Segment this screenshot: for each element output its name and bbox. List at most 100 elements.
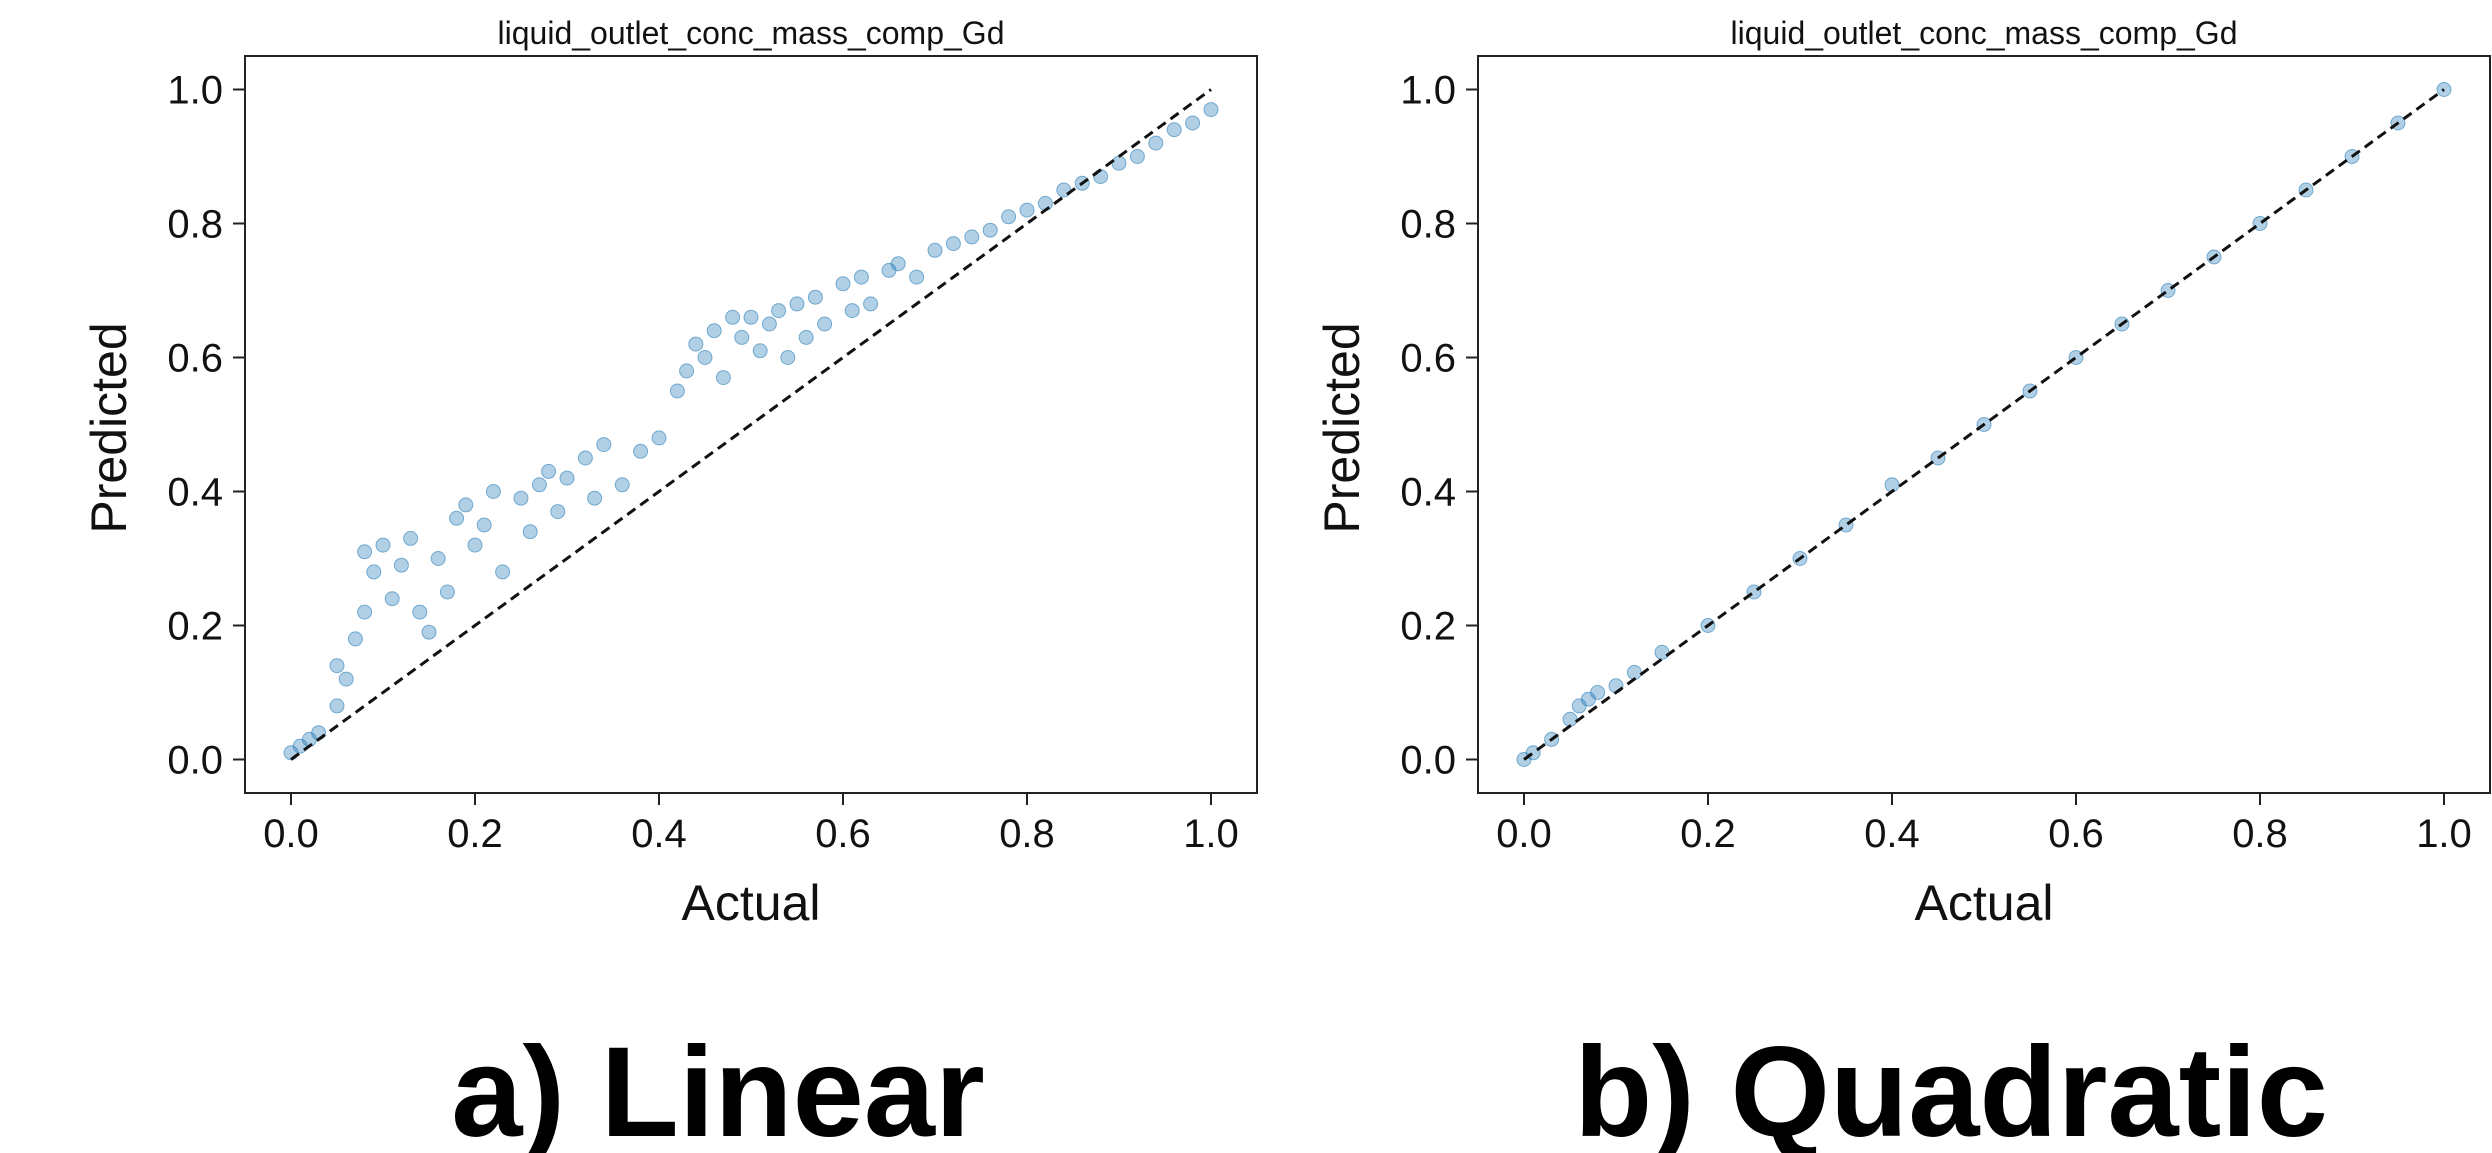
panel-title: liquid_outlet_conc_mass_comp_Gd — [1731, 15, 2238, 51]
y-axis-label: Predicted — [1314, 322, 1370, 533]
x-axis-label: Actual — [1915, 875, 2054, 931]
data-point — [807, 289, 823, 305]
data-point — [669, 383, 685, 399]
data-point — [1185, 115, 1201, 131]
data-point — [375, 537, 391, 553]
data-point — [771, 303, 787, 319]
x-tick-label: 0.4 — [631, 812, 687, 856]
x-tick-label: 0.0 — [1496, 812, 1552, 856]
y-tick-label: 0.8 — [167, 203, 223, 247]
data-point — [909, 269, 925, 285]
identity-reference-line — [290, 88, 1212, 761]
scatter-panel-quadratic: liquid_outlet_conc_mass_comp_Gd 0.0 0.2 0.… — [1314, 15, 2491, 1153]
x-tick-label: 0.2 — [447, 812, 503, 856]
data-point — [780, 350, 796, 365]
x-tick-label: 0.0 — [263, 812, 319, 856]
x-tick-label: 0.6 — [2048, 812, 2104, 856]
panel-caption: a) Linear — [451, 1021, 985, 1153]
data-point — [853, 269, 869, 285]
panel-caption: b) Quadratic — [1574, 1021, 2328, 1153]
data-point — [329, 658, 345, 674]
data-point — [835, 276, 851, 292]
data-point — [1111, 155, 1127, 171]
data-point — [338, 671, 354, 687]
data-point — [844, 303, 860, 319]
y-tick-label: 1.0 — [1400, 69, 1456, 113]
data-point — [366, 564, 382, 580]
data-point — [1019, 202, 1035, 218]
y-tick-label: 0.8 — [1400, 203, 1456, 247]
data-point — [403, 530, 419, 546]
data-point — [430, 551, 446, 566]
x-tick-label: 0.6 — [815, 812, 871, 856]
data-point — [357, 544, 373, 560]
scatter-panel-linear: liquid_outlet_conc_mass_comp_Gd 0.0 0.2 0.… — [81, 15, 1258, 1153]
data-point — [798, 329, 814, 345]
data-point — [1129, 149, 1145, 164]
data-point — [761, 316, 777, 332]
data-point — [467, 537, 483, 553]
data-point — [449, 510, 465, 526]
data-point — [412, 604, 428, 620]
x-axis-ticks: 0.0 0.2 0.4 0.6 0.8 1.0 — [263, 793, 1239, 856]
data-point — [1203, 102, 1219, 118]
x-axis-ticks: 0.0 0.2 0.4 0.6 0.8 1.0 — [1496, 793, 2472, 856]
data-point — [1001, 209, 1017, 225]
data-point — [614, 477, 630, 493]
y-axis-ticks: 0.0 0.2 0.4 0.6 0.8 1.0 — [167, 69, 245, 783]
data-point — [531, 477, 547, 493]
data-point — [1166, 122, 1182, 138]
data-point — [734, 329, 750, 345]
data-point — [964, 229, 980, 245]
data-point — [541, 463, 557, 479]
y-tick-label: 0.2 — [167, 605, 223, 649]
data-point — [476, 517, 492, 533]
data-point — [863, 296, 879, 312]
data-point — [715, 370, 731, 386]
data-point — [458, 497, 474, 513]
data-point — [587, 490, 603, 506]
data-point — [679, 363, 695, 379]
x-tick-label: 1.0 — [1183, 812, 1239, 856]
data-point — [329, 698, 345, 714]
y-tick-label: 1.0 — [167, 69, 223, 113]
data-point — [393, 557, 409, 573]
data-point — [421, 624, 437, 640]
y-axis-ticks: 0.0 0.2 0.4 0.6 0.8 1.0 — [1400, 69, 1478, 783]
data-point — [347, 631, 363, 647]
data-point — [596, 437, 612, 453]
data-point — [651, 430, 667, 446]
panel-title: liquid_outlet_conc_mass_comp_Gd — [498, 15, 1005, 51]
data-point — [789, 296, 805, 312]
data-point — [485, 484, 501, 499]
y-axis-label: Predicted — [81, 322, 137, 533]
data-point — [1654, 644, 1670, 660]
y-tick-label: 0.2 — [1400, 605, 1456, 649]
data-point — [817, 316, 833, 332]
y-tick-label: 0.4 — [1400, 471, 1456, 515]
data-point — [559, 470, 575, 486]
data-point — [890, 256, 906, 272]
identity-reference-line — [1523, 88, 2445, 761]
x-tick-label: 0.2 — [1680, 812, 1736, 856]
data-point — [357, 604, 373, 620]
data-point — [725, 309, 741, 325]
data-point — [513, 490, 529, 506]
y-tick-label: 0.6 — [1400, 337, 1456, 381]
data-point — [633, 443, 649, 459]
data-point — [927, 242, 943, 258]
x-axis-label: Actual — [682, 875, 821, 931]
y-tick-label: 0.0 — [167, 739, 223, 783]
y-tick-label: 0.4 — [167, 471, 223, 515]
y-tick-label: 0.6 — [167, 337, 223, 381]
data-point — [384, 591, 400, 607]
data-point — [1148, 135, 1164, 151]
scatter-points — [283, 102, 1219, 761]
plot-frame — [244, 55, 1258, 794]
data-point — [1590, 685, 1606, 700]
data-point — [495, 564, 511, 580]
data-point — [982, 222, 998, 238]
y-tick-label: 0.0 — [1400, 739, 1456, 783]
data-point — [752, 343, 768, 359]
